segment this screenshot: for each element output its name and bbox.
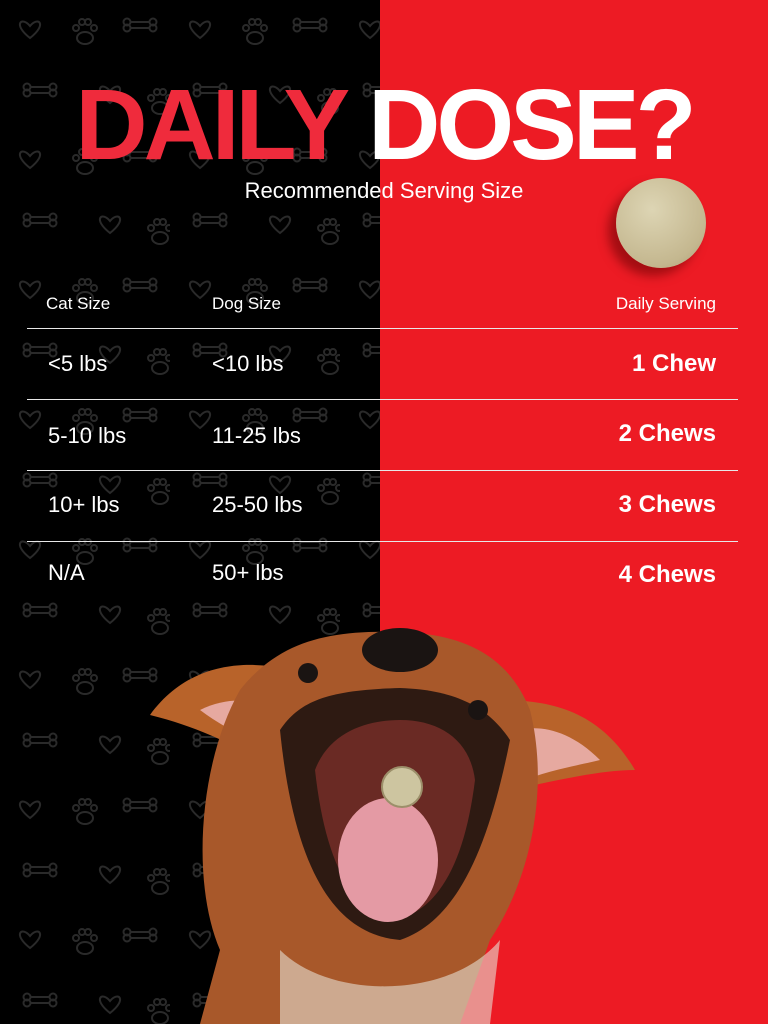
title-dose: DOSE? — [368, 69, 696, 181]
dog-size: 11-25 lbs — [212, 423, 301, 448]
divider — [27, 541, 738, 542]
dog-size: 25-50 lbs — [212, 492, 303, 517]
daily-serving: 4 Chews — [618, 561, 716, 588]
title-daily: DAILY — [75, 69, 348, 181]
cat-size: 5-10 lbs — [48, 423, 127, 448]
daily-serving: 3 Chews — [618, 491, 716, 518]
dog-size: <10 lbs — [212, 351, 284, 376]
daily-serving: 2 Chews — [618, 420, 716, 447]
cat-size: 10+ lbs — [48, 492, 120, 517]
cat-size: <5 lbs — [48, 351, 108, 376]
divider — [27, 328, 738, 329]
daily-serving: 1 Chew — [631, 350, 716, 377]
divider — [27, 470, 738, 471]
header-cat-size: Cat Size — [46, 294, 111, 313]
dog-image — [150, 628, 635, 1024]
divider — [27, 399, 738, 400]
header-dog-size: Dog Size — [212, 294, 281, 313]
page-title: DAILY DOSE? — [0, 70, 768, 180]
chew-tablet-image — [616, 178, 706, 268]
subtitle: Recommended Serving Size — [244, 178, 524, 203]
dog-size: 50+ lbs — [212, 560, 284, 585]
header-daily-serving: Daily Serving — [615, 294, 716, 313]
cat-size: N/A — [48, 560, 85, 585]
